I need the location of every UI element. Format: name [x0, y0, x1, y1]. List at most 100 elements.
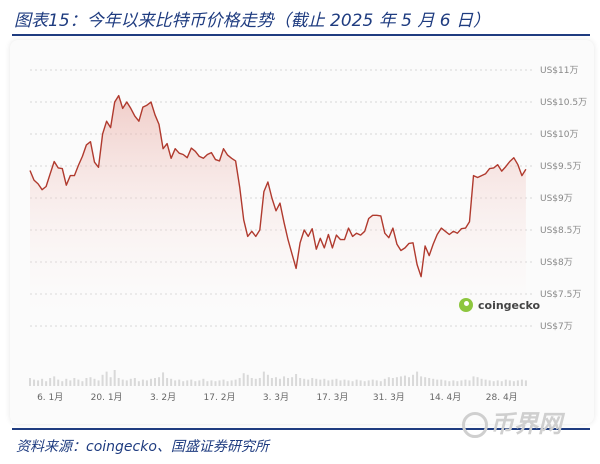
- volume-bar: [367, 380, 370, 386]
- volume-bar: [170, 378, 173, 386]
- volume-bar: [49, 378, 52, 386]
- volume-bar: [319, 379, 322, 386]
- volume-bar: [387, 377, 390, 386]
- price-line: [29, 94, 527, 278]
- volume-bar: [311, 378, 314, 386]
- volume-bar: [53, 376, 56, 386]
- area-layer: [29, 94, 527, 326]
- volume-bar: [266, 374, 269, 386]
- y-tick-label: US$8.5万: [540, 226, 581, 236]
- volume-bar: [452, 380, 455, 386]
- volume-bar: [81, 381, 84, 386]
- volume-bar: [29, 378, 31, 386]
- volume-bar: [460, 380, 463, 386]
- coingecko-logo-icon: [459, 298, 473, 312]
- volume-bar: [85, 378, 88, 386]
- volume-bar: [121, 379, 124, 386]
- y-tick-label: US$7万: [540, 322, 573, 332]
- volume-bar: [270, 378, 273, 386]
- x-tick-label: 31. 3月: [373, 392, 405, 403]
- volume-bar: [283, 376, 286, 386]
- volume-bar: [444, 380, 447, 386]
- volume-bar: [202, 378, 205, 386]
- volume-bar: [512, 381, 515, 386]
- volume-bar: [524, 380, 527, 386]
- volume-bar: [287, 378, 290, 386]
- watermark-logo-icon: [462, 412, 488, 438]
- volume-bar: [468, 380, 471, 386]
- volume-bar: [218, 380, 221, 386]
- volume-bar: [408, 377, 411, 386]
- volume-bar: [500, 381, 503, 386]
- volume-bar: [484, 379, 487, 386]
- volume-bar: [178, 379, 181, 386]
- volume-bar: [262, 371, 265, 386]
- volume-bar: [516, 380, 519, 386]
- x-tick-label: 3. 2月: [150, 392, 176, 403]
- volume-layer: [29, 370, 527, 386]
- volume-bar: [182, 381, 185, 386]
- y-tick-label: US$11万: [540, 66, 578, 76]
- figure-title: 图表15：今年以来比特币价格走势（截止 2025 年 5 月 6 日）: [14, 11, 490, 31]
- x-tick-label: 20. 1月: [91, 392, 123, 403]
- coingecko-label: coingecko: [478, 298, 541, 312]
- volume-bar: [57, 379, 60, 386]
- volume-bar: [335, 378, 338, 386]
- y-tick-label: US$10万: [540, 130, 578, 140]
- volume-bar: [109, 377, 112, 386]
- volume-bar: [399, 376, 402, 386]
- volume-bar: [133, 378, 136, 386]
- source-rule: [12, 428, 590, 430]
- volume-bar: [158, 377, 161, 386]
- y-tick-label: US$7.5万: [540, 290, 581, 300]
- volume-bar: [391, 378, 394, 386]
- volume-bar: [166, 378, 169, 386]
- volume-bar: [97, 380, 100, 386]
- y-tick-label: US$9万: [540, 194, 573, 204]
- volume-bar: [331, 379, 334, 386]
- volume-bar: [206, 381, 209, 386]
- volume-bar: [492, 381, 495, 386]
- volume-bar: [125, 380, 128, 386]
- volume-bar: [117, 378, 120, 386]
- volume-bar: [464, 379, 467, 386]
- volume-bar: [258, 378, 261, 386]
- volume-bar: [343, 379, 346, 386]
- volume-bar: [371, 379, 374, 386]
- x-tick-label: 14. 4月: [429, 392, 461, 403]
- volume-bar: [520, 379, 523, 386]
- volume-bar: [339, 380, 342, 386]
- volume-bar: [230, 380, 233, 386]
- volume-bar: [496, 380, 499, 386]
- y-tick-label: US$9.5万: [540, 162, 581, 172]
- y-tick-label: US$8万: [540, 258, 573, 268]
- volume-bar: [355, 379, 358, 386]
- volume-bar: [113, 370, 116, 386]
- volume-bar: [250, 378, 253, 386]
- volume-bar: [105, 371, 108, 386]
- volume-bar: [254, 378, 257, 386]
- title-rule: [12, 34, 590, 36]
- volume-bar: [37, 380, 40, 386]
- x-tick-label: 3. 3月: [263, 392, 289, 403]
- y-tick-label: US$10.5万: [540, 98, 587, 108]
- volume-bar: [129, 378, 132, 386]
- volume-bar: [456, 381, 459, 386]
- volume-bar: [198, 380, 201, 386]
- volume-bar: [89, 377, 92, 386]
- volume-bar: [375, 380, 378, 386]
- volume-bar: [214, 381, 217, 386]
- source-note: 资料来源：coingecko、国盛证券研究所: [16, 439, 269, 455]
- volume-bar: [420, 376, 423, 386]
- x-tick-label: 28. 4月: [486, 392, 518, 403]
- price-chart: US$11万 US$10.5万 US$10万 US$9.5万 US$9万 US$8.5万 U…: [29, 66, 587, 403]
- volume-bar: [194, 381, 197, 386]
- volume-bar: [190, 379, 193, 386]
- watermark: 币界网: [462, 404, 562, 439]
- volume-bar: [226, 381, 229, 386]
- volume-bar: [359, 380, 362, 386]
- volume-bar: [315, 378, 318, 386]
- volume-bar: [274, 377, 277, 386]
- volume-bar: [351, 381, 354, 386]
- volume-bar: [242, 373, 245, 386]
